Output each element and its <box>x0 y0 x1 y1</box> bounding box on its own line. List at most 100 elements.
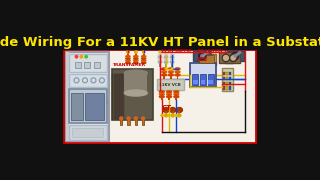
Ellipse shape <box>170 61 174 63</box>
Ellipse shape <box>134 60 138 61</box>
Bar <box>223 77 225 80</box>
Bar <box>68 74 107 87</box>
Bar <box>206 51 207 54</box>
Bar <box>193 51 212 61</box>
Circle shape <box>120 117 123 120</box>
Bar <box>165 109 167 115</box>
Ellipse shape <box>126 56 130 57</box>
Ellipse shape <box>158 61 162 63</box>
Ellipse shape <box>163 107 169 112</box>
Bar <box>223 72 225 75</box>
Circle shape <box>222 54 229 62</box>
Bar <box>192 74 198 85</box>
Bar <box>170 72 172 79</box>
Bar <box>177 72 179 79</box>
Ellipse shape <box>170 54 174 56</box>
Circle shape <box>171 114 174 117</box>
Ellipse shape <box>124 90 147 96</box>
Ellipse shape <box>134 62 138 64</box>
Ellipse shape <box>141 60 146 61</box>
Bar <box>226 86 228 90</box>
Bar <box>165 57 167 67</box>
Bar <box>143 52 145 55</box>
Ellipse shape <box>159 93 164 95</box>
Bar <box>135 52 137 55</box>
Ellipse shape <box>170 57 174 58</box>
Bar <box>163 72 165 79</box>
Text: Inside Wiring For a 11KV HT Panel in a Substation: Inside Wiring For a 11KV HT Panel in a S… <box>0 36 320 49</box>
Bar <box>124 73 147 93</box>
Bar <box>175 94 177 100</box>
Bar <box>72 128 102 137</box>
Ellipse shape <box>158 57 162 58</box>
Circle shape <box>178 114 181 117</box>
Bar <box>112 69 153 120</box>
Bar <box>135 118 137 125</box>
Bar <box>106 98 107 103</box>
Bar <box>199 55 214 63</box>
Bar <box>68 89 107 123</box>
Bar <box>223 82 225 85</box>
Bar <box>223 86 225 90</box>
Bar <box>222 68 233 91</box>
Ellipse shape <box>158 54 162 56</box>
Ellipse shape <box>170 59 174 60</box>
Ellipse shape <box>162 68 167 70</box>
Ellipse shape <box>167 93 172 95</box>
Bar <box>200 74 206 85</box>
Bar <box>219 53 233 63</box>
Bar <box>229 72 231 75</box>
Bar <box>211 51 212 54</box>
Circle shape <box>164 114 168 117</box>
Ellipse shape <box>134 56 138 57</box>
Bar <box>118 74 120 119</box>
Text: TRANSFAMER: TRANSFAMER <box>113 63 146 67</box>
Bar <box>201 80 205 84</box>
Bar <box>120 118 123 125</box>
Bar <box>112 74 113 119</box>
Bar <box>225 53 240 63</box>
Ellipse shape <box>167 91 172 93</box>
Ellipse shape <box>167 96 172 98</box>
Circle shape <box>127 51 129 53</box>
Ellipse shape <box>164 61 168 63</box>
Circle shape <box>231 53 239 60</box>
Ellipse shape <box>126 62 130 64</box>
Bar <box>142 118 144 125</box>
Circle shape <box>201 54 204 58</box>
Circle shape <box>101 79 103 82</box>
Circle shape <box>92 79 95 82</box>
Circle shape <box>100 78 104 83</box>
Ellipse shape <box>126 58 130 59</box>
Ellipse shape <box>162 71 167 73</box>
Circle shape <box>233 54 237 58</box>
Bar <box>122 74 124 119</box>
Ellipse shape <box>124 70 147 76</box>
Circle shape <box>171 68 173 70</box>
Circle shape <box>168 114 170 116</box>
Circle shape <box>80 55 83 58</box>
Bar <box>159 57 161 67</box>
Ellipse shape <box>171 109 174 111</box>
Text: 11 KV SUPPLY: 11 KV SUPPLY <box>161 49 192 53</box>
Circle shape <box>127 117 130 120</box>
Circle shape <box>142 51 145 53</box>
Circle shape <box>165 68 167 70</box>
Circle shape <box>224 55 228 60</box>
Ellipse shape <box>134 58 138 59</box>
Bar <box>75 62 81 68</box>
Bar <box>229 77 231 80</box>
Bar <box>161 94 163 100</box>
Circle shape <box>84 79 86 82</box>
Bar <box>168 94 170 100</box>
Bar <box>226 72 228 75</box>
Bar <box>190 63 216 87</box>
Circle shape <box>141 117 145 120</box>
Bar <box>84 62 91 68</box>
Bar <box>172 57 173 67</box>
Ellipse shape <box>141 62 146 64</box>
Bar <box>116 74 118 119</box>
Ellipse shape <box>164 54 168 56</box>
Ellipse shape <box>159 91 164 93</box>
Ellipse shape <box>158 59 162 60</box>
